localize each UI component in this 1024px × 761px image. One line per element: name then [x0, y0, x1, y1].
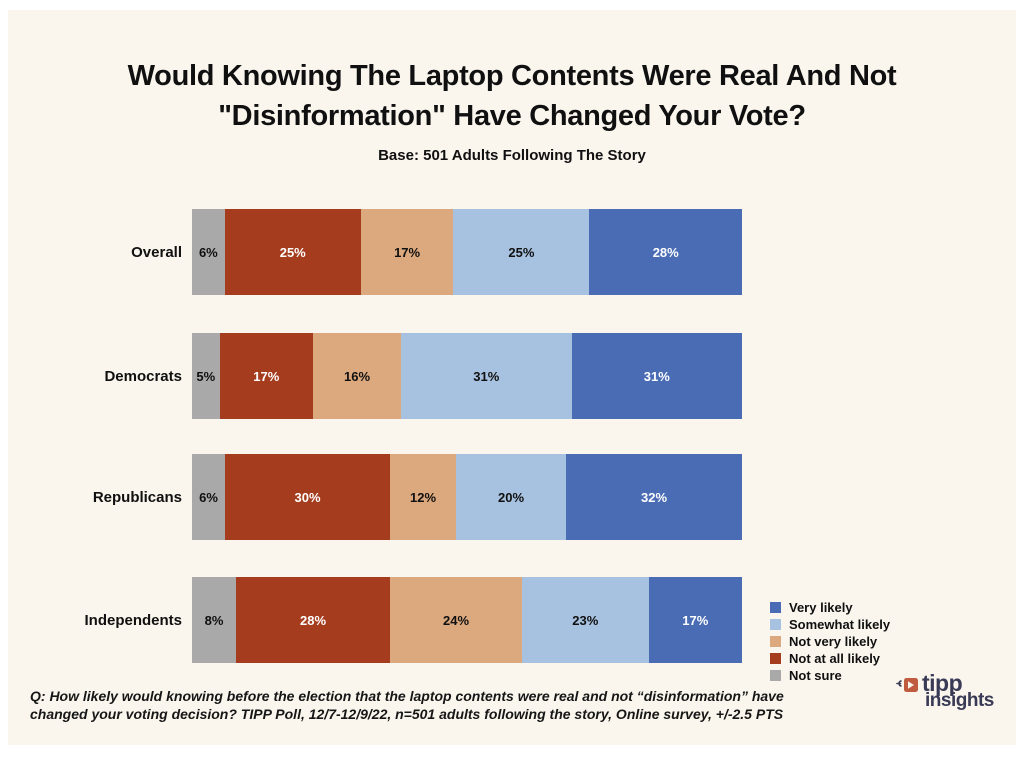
legend-label: Somewhat likely — [789, 617, 891, 632]
legend-item: Not at all likely — [770, 650, 890, 667]
stacked-bar: 8% 28% 24% 23% 17% — [192, 577, 742, 663]
legend-swatch — [770, 670, 781, 681]
category-label: Democrats — [104, 367, 182, 385]
bar-segment: 8% — [192, 577, 236, 663]
source-note-line1: Q: How likely would knowing before the e… — [30, 688, 784, 704]
category-label: Overall — [131, 243, 182, 261]
category-label: Republicans — [92, 488, 182, 506]
bar-segment: 16% — [313, 333, 401, 419]
bar-segment: 32% — [566, 454, 742, 540]
legend-label: Very likely — [789, 600, 853, 615]
chart-row: Independents 8% 28% 24% 23% 17% — [0, 577, 742, 663]
legend: Very likely Somewhat likely Not very likel… — [770, 599, 890, 684]
legend-swatch — [770, 653, 781, 664]
legend-label: Not at all likely — [789, 651, 881, 666]
bar-segment: 25% — [224, 209, 361, 295]
legend-swatch — [770, 602, 781, 613]
legend-swatch — [770, 636, 781, 647]
legend-label: Not sure — [789, 668, 842, 683]
logo-text-top: tipp — [922, 670, 963, 696]
bar-segment: 20% — [456, 454, 566, 540]
bar-segment: 31% — [571, 333, 742, 419]
bar-segment: 30% — [225, 454, 390, 540]
chart-row: Overall 6% 25% 17% 25% 28% — [0, 209, 742, 295]
stacked-bar: 5% 17% 16% 31% 31% — [192, 333, 742, 419]
bar-segment: 12% — [390, 454, 456, 540]
bar-segment: 6% — [192, 454, 225, 540]
megaphone-icon — [894, 678, 920, 700]
bar-segment: 17% — [648, 577, 742, 663]
legend-item: Not sure — [770, 667, 890, 684]
bar-segment: 5% — [192, 333, 220, 419]
bar-segment: 17% — [360, 209, 454, 295]
legend-item: Not very likely — [770, 633, 890, 650]
bar-segment: 24% — [390, 577, 522, 663]
legend-item: Somewhat likely — [770, 616, 890, 633]
legend-swatch — [770, 619, 781, 630]
chart-title-line2: "Disinformation" Have Changed Your Vote? — [218, 100, 806, 132]
stacked-bar: 6% 30% 12% 20% 32% — [192, 454, 742, 540]
chart-row: Republicans 6% 30% 12% 20% 32% — [0, 454, 742, 540]
stacked-bar-chart: Overall 6% 25% 17% 25% 28% Democrats 5% 17% 16% 31… — [0, 209, 742, 700]
bar-segment: 25% — [453, 209, 590, 295]
bar-segment: 23% — [522, 577, 649, 663]
legend-item: Very likely — [770, 599, 890, 616]
bar-segment: 28% — [589, 209, 742, 295]
bar-segment: 6% — [192, 209, 225, 295]
legend-label: Not very likely — [789, 634, 878, 649]
bar-segment: 31% — [401, 333, 572, 419]
bar-segment: 28% — [236, 577, 390, 663]
logo-text-bottom: insights — [925, 690, 994, 711]
bar-segment: 17% — [219, 333, 313, 419]
source-note-line2: changed your voting decision? TIPP Poll,… — [30, 706, 784, 722]
chart-title: Would Knowing The Laptop Contents Were R… — [0, 56, 1024, 136]
chart-subtitle: Base: 501 Adults Following The Story — [378, 147, 646, 164]
chart-title-line1: Would Knowing The Laptop Contents Were R… — [127, 60, 897, 92]
tipp-insights-logo: tipp insights — [894, 671, 994, 710]
chart-row: Democrats 5% 17% 16% 31% 31% — [0, 333, 742, 419]
source-note: Q: How likely would knowing before the e… — [30, 687, 880, 723]
stacked-bar: 6% 25% 17% 25% 28% — [192, 209, 742, 295]
category-label: Independents — [84, 611, 182, 629]
